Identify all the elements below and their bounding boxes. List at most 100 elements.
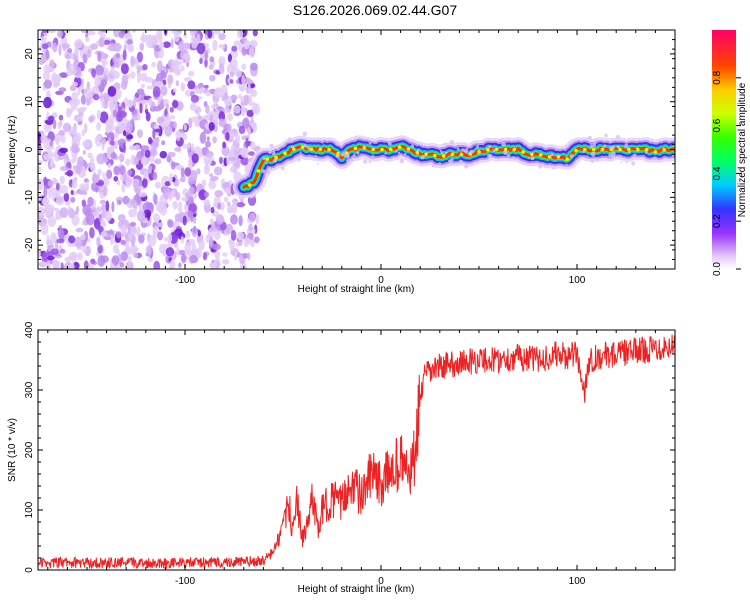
noise-blob — [175, 130, 182, 139]
ridge-speck — [299, 151, 302, 154]
noise-blob — [82, 204, 92, 216]
noise-blob — [159, 243, 166, 254]
noise-blob — [134, 144, 141, 151]
ridge-speck — [433, 163, 436, 166]
noise-blob — [176, 246, 180, 256]
noise-blob — [232, 200, 238, 207]
noise-blob — [62, 46, 67, 51]
noise-blob — [105, 125, 113, 134]
noise-blob — [110, 66, 115, 77]
noise-blob — [218, 33, 226, 41]
noise-blob — [188, 186, 195, 195]
noise-blob — [214, 166, 223, 176]
noise-blob — [208, 156, 212, 165]
ridge-peak — [547, 154, 552, 159]
noise-blob — [173, 31, 180, 43]
noise-blob — [163, 237, 169, 242]
noise-blob — [88, 30, 96, 36]
noise-blob — [165, 103, 170, 110]
noise-blob — [180, 65, 185, 72]
noise-blob — [162, 187, 171, 200]
noise-blob — [62, 122, 71, 133]
noise-blob — [96, 236, 101, 247]
noise-blob — [227, 113, 234, 122]
ridge-speck — [449, 139, 455, 145]
noise-blob — [73, 132, 82, 142]
noise-blob — [108, 131, 115, 139]
noise-blob — [137, 113, 141, 121]
ridge-speck — [363, 159, 368, 164]
noise-blob — [247, 252, 251, 260]
noise-blob — [205, 150, 214, 158]
ridge-peak — [397, 145, 402, 150]
noise-blob — [174, 147, 181, 152]
noise-blob — [137, 210, 146, 222]
snr-y-tick-label: 200 — [24, 441, 35, 458]
ridge-speck — [589, 144, 594, 148]
noise-blob — [139, 42, 145, 51]
noise-blob — [233, 105, 241, 114]
ridge-speck — [461, 148, 465, 151]
noise-blob — [140, 99, 149, 105]
ridge-speck — [530, 156, 535, 161]
noise-blob — [70, 98, 78, 111]
noise-blob — [116, 179, 121, 186]
noise-blob — [46, 251, 55, 257]
noise-blob — [85, 96, 91, 106]
noise-blob — [233, 40, 242, 46]
noise-blob — [218, 118, 226, 127]
noise-blob — [204, 58, 208, 68]
noise-blob — [126, 121, 133, 133]
noise-blob — [178, 41, 185, 52]
noise-blob — [252, 30, 258, 37]
ridge-speck — [410, 144, 415, 148]
noise-blob — [213, 229, 221, 240]
ridge-speck — [592, 142, 597, 147]
colorbar-tick-label: 0.0 — [712, 262, 723, 276]
noise-blob — [120, 224, 127, 236]
noise-blob — [240, 147, 250, 159]
noise-blob — [183, 33, 188, 38]
noise-blob — [159, 203, 168, 216]
noise-blob — [248, 151, 255, 156]
noise-blob — [41, 252, 48, 263]
ridge-speck — [431, 165, 434, 168]
ridge-speck — [644, 151, 648, 154]
noise-blob — [82, 52, 88, 64]
ridge-speck — [443, 142, 446, 146]
noise-blob — [164, 181, 171, 187]
ridge-peak — [309, 147, 314, 152]
noise-blob — [214, 108, 220, 121]
noise-blob — [128, 145, 137, 151]
noise-blob — [212, 243, 221, 251]
noise-blob — [127, 169, 133, 176]
ridge-peak — [300, 145, 305, 149]
ridge-peak — [618, 147, 622, 152]
noise-blob — [150, 142, 160, 148]
noise-blob — [89, 227, 95, 239]
noise-blob — [70, 196, 76, 203]
ridge-peak — [292, 147, 296, 152]
ridge-speck — [440, 152, 443, 154]
noise-blob — [81, 199, 87, 207]
snr-y-tick-label: 100 — [24, 501, 35, 518]
noise-blob — [74, 236, 83, 248]
noise-blob — [128, 208, 138, 218]
ridge-speck — [350, 158, 355, 162]
noise-blob — [198, 88, 204, 94]
ridge-peak — [574, 148, 578, 153]
noise-blob — [250, 121, 257, 130]
ridge-speck — [372, 155, 375, 158]
noise-blob — [214, 250, 221, 259]
noise-blob — [183, 123, 187, 131]
ridge-peak — [433, 153, 437, 158]
noise-blob — [112, 63, 120, 68]
noise-blob — [38, 192, 43, 201]
ridge-speck — [449, 162, 453, 166]
noise-blob — [208, 263, 216, 268]
noise-blob — [55, 138, 60, 145]
noise-blob — [208, 122, 215, 131]
noise-blob — [161, 140, 166, 146]
noise-blob — [248, 223, 253, 232]
ridge-peak — [441, 153, 446, 158]
